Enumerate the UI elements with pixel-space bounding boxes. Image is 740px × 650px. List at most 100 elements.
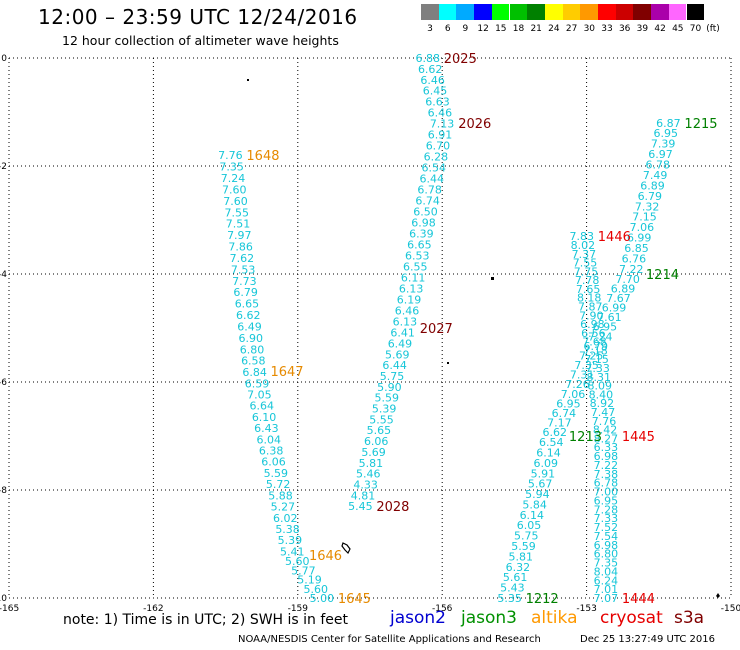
scale-swatch-33 [598,4,616,20]
scale-label: 36 [618,24,631,34]
swh-value: 6.55 [403,261,428,274]
swh-value: 5.35 [497,592,522,605]
swh-value: 6.98 [594,539,619,552]
swh-value: 7.86 [228,241,253,254]
swh-value: 7.78 [575,274,600,287]
swh-value: 8.31 [586,371,611,384]
swh-value: 6.87 [656,117,681,130]
swh-value: 6.79 [583,340,608,353]
swh-value: 6.33 [594,441,619,454]
swh-value: 6.91 [428,128,453,141]
swh-value: 7.60 [222,183,247,196]
swh-value: 6.46 [420,74,445,87]
swh-value: 6.13 [393,316,418,329]
scale-label: 27 [565,24,578,34]
axis-labels: -165 -162 -159 -156 -153 -150 0 -2 -4 -6 -8 -10 [0,54,740,614]
swh-value: 5.27 [271,501,296,514]
swh-value: 7.35 [594,557,619,570]
swh-value: 8.18 [577,292,602,305]
swh-value: 7.24 [221,172,246,185]
swh-value: 6.99 [602,302,627,315]
island-dot [247,79,249,81]
swh-value: 6.49 [237,320,262,333]
swh-value: 5.41 [280,545,305,558]
swh-value: 8.02 [571,239,596,252]
scale-swatch-9 [456,4,475,20]
swh-value: 6.19 [397,294,422,307]
swh-value: 6.78 [417,184,442,197]
swh-value: 7.55 [225,206,250,219]
swh-value: 6.74 [552,407,577,420]
swh-value: 6.13 [399,283,424,296]
scale-swatch-39 [633,4,652,20]
scale-label: 33 [601,24,613,34]
x-tick-label: -153 [576,604,596,614]
scale-swatch-3 [421,4,439,20]
swh-value: 7.05 [247,389,272,402]
swh-value: 6.74 [415,195,440,208]
swh-value: 6.78 [646,159,671,172]
swh-value: 6.10 [252,411,277,424]
swh-value: 7.24 [588,330,613,343]
island-shape [716,593,720,598]
island-dot [491,277,494,280]
swh-value: 7.61 [597,311,622,324]
time-label: 1647 [270,365,303,380]
swh-value: 6.62 [543,426,568,439]
swh-value: 7.13 [430,117,455,130]
swh-value: 5.46 [356,468,381,481]
swh-value: 4.33 [353,478,378,491]
swh-value: 6.50 [413,206,438,219]
swh-value: 6.95 [593,321,618,334]
scale-label: 70 [689,24,702,34]
swh-value: 5.38 [275,523,300,536]
swh-value: 8.09 [588,380,613,393]
scale-swatch-45 [668,4,687,20]
swh-value: 8.40 [589,388,614,401]
x-tick-label: -165 [0,604,19,614]
swh-value: 7.75 [574,265,599,278]
swh-value: 7.60 [223,195,248,208]
scale-label: 30 [583,24,596,34]
swh-value: 7.76 [592,415,617,428]
swh-value: 5.67 [528,478,553,491]
swh-value: 6.79 [638,190,663,203]
scale-swatch-18 [509,4,528,20]
swh-value: 5.84 [522,498,547,511]
swh-value: 8.04 [594,565,619,578]
swh-value: 6.84 [242,366,267,379]
swh-value: 6.63 [425,96,450,109]
scale-swatch-21 [527,4,545,20]
swh-value: 6.79 [233,286,258,299]
swh-value: 5.00 [310,592,335,605]
swh-value: 6.76 [622,252,647,265]
time-label: 2027 [420,322,453,337]
swh-value: 5.72 [266,478,291,491]
y-tick-label: -4 [0,270,7,280]
swh-value: 7.49 [643,169,668,182]
swh-value: 6.62 [418,63,443,76]
swh-value: 5.59 [264,467,289,480]
time-label: 2028 [376,500,409,515]
swh-value: 6.89 [640,179,665,192]
wave-height-values: 7.767.357.247.607.607.557.517.977.867.62… [218,52,681,605]
scale-swatch-27 [562,4,581,20]
swh-value: 6.24 [594,574,619,587]
swh-value: 5.81 [359,457,384,470]
scale-swatch-70 [686,4,705,20]
swh-value: 7.31 [570,369,595,382]
swh-value: 7.38 [594,468,619,481]
swh-value: 5.69 [361,446,386,459]
scale-swatch-30 [580,4,598,20]
swh-value: 5.59 [375,392,400,405]
swh-value: 5.90 [377,381,402,394]
swh-value: 7.25 [579,349,604,362]
time-label: 1445 [622,430,655,445]
swh-value: 7.54 [594,530,619,543]
swh-value: 6.65 [235,298,260,311]
swh-value: 7.55 [573,257,598,270]
page-subtitle: 12 hour collection of altimeter wave hei… [62,33,339,48]
swh-value: 5.43 [500,582,525,595]
scale-label: 45 [672,24,684,34]
